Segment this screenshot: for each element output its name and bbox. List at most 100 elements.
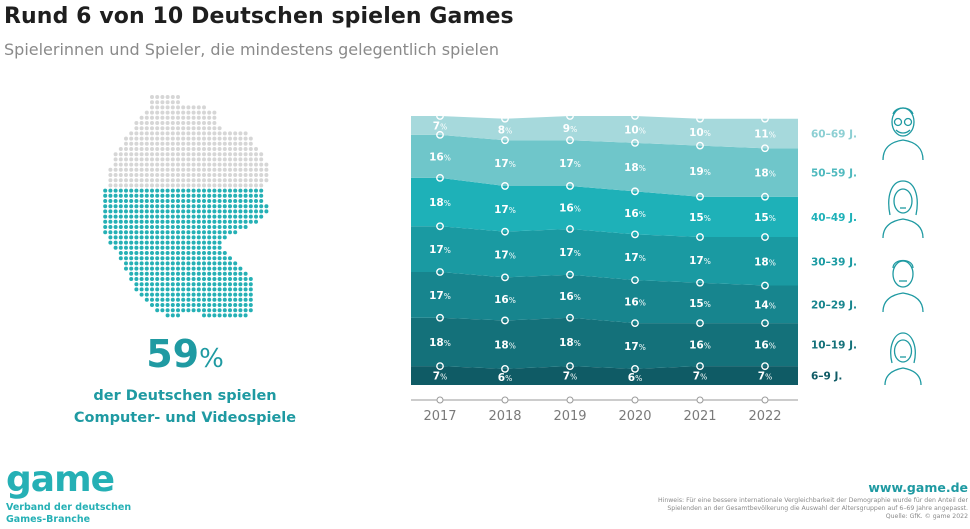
map-dot: [118, 204, 123, 209]
map-dot: [238, 162, 243, 167]
map-dot: [191, 115, 196, 120]
map-dot: [113, 188, 118, 193]
map-dot: [248, 162, 253, 167]
map-dot: [134, 240, 139, 245]
data-point: [761, 114, 769, 123]
map-dot: [176, 219, 180, 224]
map-dot: [155, 147, 160, 151]
map-dot: [134, 225, 139, 229]
map-dot: [124, 183, 128, 188]
map-dot: [217, 266, 222, 271]
map-dot: [150, 199, 154, 203]
map-dot: [228, 199, 232, 203]
map-dot: [222, 199, 227, 203]
map-dot: [228, 204, 232, 209]
map-dot: [129, 235, 134, 240]
map-dot: [155, 167, 160, 172]
map-dot: [181, 188, 186, 193]
map-dot: [108, 235, 113, 240]
map-dot: [155, 214, 160, 219]
data-point: [501, 136, 509, 145]
map-dot: [202, 183, 206, 188]
map-dot: [202, 225, 206, 229]
map-dot: [181, 308, 186, 313]
map-dot: [165, 183, 170, 188]
map-dot: [186, 126, 191, 131]
map-dot: [196, 199, 201, 203]
map-dot: [108, 188, 113, 193]
map-dot: [134, 214, 139, 219]
map-dot: [181, 292, 186, 297]
website-link[interactable]: www.game.de: [868, 480, 968, 495]
map-dot: [170, 183, 175, 188]
map-dot: [207, 245, 212, 250]
map-dot: [243, 136, 248, 141]
map-dot: [222, 261, 227, 266]
share-percent-sign: %: [199, 344, 224, 374]
map-dot: [233, 292, 238, 297]
map-dot: [186, 204, 191, 209]
map-dot: [207, 251, 212, 255]
share-number: 59: [146, 332, 200, 376]
map-dot: [124, 204, 128, 209]
map-dot: [144, 225, 149, 229]
map-dot: [222, 157, 227, 162]
map-dot: [191, 256, 196, 261]
map-dot: [113, 204, 118, 209]
x-axis-tick: [501, 396, 509, 404]
map-dot: [181, 141, 186, 146]
map-dot: [108, 173, 113, 177]
map-dot: [160, 188, 165, 193]
map-dot: [176, 303, 180, 307]
map-dot: [238, 282, 243, 287]
map-dot: [176, 183, 180, 188]
map-dot: [129, 204, 134, 209]
map-dot: [165, 105, 170, 110]
page-subtitle: Spielerinnen und Spieler, die mindestens…: [4, 40, 499, 59]
map-dot: [165, 219, 170, 224]
map-dot: [191, 230, 196, 235]
map-dot: [129, 183, 134, 188]
map-dot: [118, 157, 123, 162]
map-dot: [196, 121, 201, 125]
map-dot: [259, 152, 264, 157]
map-dot: [181, 225, 186, 229]
map-dot: [155, 110, 160, 115]
map-dot: [248, 282, 253, 287]
map-dot: [134, 271, 139, 276]
map-dot: [165, 95, 170, 99]
map-dot: [243, 271, 248, 276]
map-dot: [155, 256, 160, 261]
map-dot: [254, 214, 258, 219]
map-dot: [181, 199, 186, 203]
map-dot: [139, 261, 144, 266]
share-description-line2: Computer- und Videospiele: [73, 410, 297, 426]
map-dot: [160, 261, 165, 266]
area-band: [411, 317, 798, 369]
map-dot: [155, 126, 160, 131]
map-dot: [207, 110, 212, 115]
map-dot: [222, 251, 227, 255]
map-dot: [176, 126, 180, 131]
area-band: [411, 134, 798, 197]
map-dot: [176, 141, 180, 146]
map-dot: [170, 251, 175, 255]
map-dot: [212, 245, 217, 250]
map-dot: [196, 157, 201, 162]
data-point: [696, 233, 704, 241]
map-dot: [186, 225, 191, 229]
map-dot: [170, 271, 175, 276]
map-dot: [254, 167, 258, 172]
map-dot: [212, 167, 217, 172]
map-dot: [113, 178, 118, 183]
map-dot: [222, 188, 227, 193]
data-point: [566, 362, 574, 371]
map-dot: [124, 136, 128, 141]
map-dot: [186, 297, 191, 302]
map-dot: [228, 261, 232, 266]
map-dot: [165, 204, 170, 209]
map-dot: [155, 240, 160, 245]
map-dot: [155, 204, 160, 209]
map-dot: [124, 173, 128, 177]
map-dot: [160, 141, 165, 146]
